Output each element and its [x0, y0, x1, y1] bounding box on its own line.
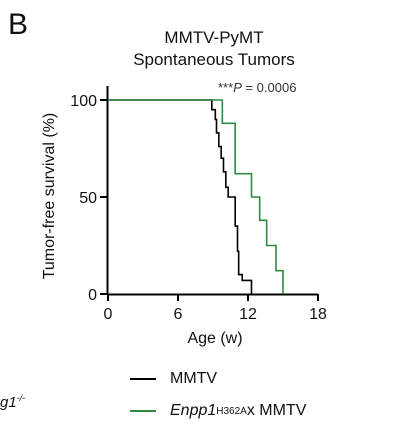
- y-tick-label-50: 50: [79, 190, 97, 207]
- x-tick-label-18: 18: [309, 306, 327, 323]
- x-tick-label-12: 12: [239, 306, 257, 323]
- series-line-mmtv: [108, 99, 253, 294]
- p-symbol: P: [233, 80, 242, 95]
- p-value-text: = 0.0006: [241, 80, 297, 95]
- legend-label-enpp1-gene: Enpp1: [170, 402, 217, 419]
- y-tick-label-0: 0: [88, 287, 97, 304]
- x-tick-label-0: 0: [104, 306, 113, 323]
- y-tick-label-100: 100: [70, 93, 97, 110]
- legend-label-enpp1-allele: H362A: [216, 405, 247, 417]
- legend-label-enpp1-rest: x MMTV: [246, 402, 307, 419]
- chart-title-line-1: MMTV-PyMT: [164, 28, 264, 47]
- legend-swatch-mmtv: [130, 378, 156, 380]
- legend-item-enpp1: Enpp1 H362A x MMTV: [130, 400, 306, 422]
- x-tick-label-6: 6: [174, 306, 183, 323]
- chart-title-line-2: Spontaneous Tumors: [133, 50, 295, 69]
- series-line-enpp1: [108, 99, 284, 294]
- panel-letter: B: [8, 8, 29, 41]
- cropped-legend-sup: -/-: [16, 393, 26, 403]
- legend-label-mmtv: MMTV: [170, 370, 218, 387]
- x-axis-label: Age (w): [187, 330, 243, 347]
- legend-swatch-enpp1: [130, 410, 156, 412]
- cropped-legend-fragment: g1-/-: [0, 393, 25, 411]
- legend-item-mmtv: MMTV: [130, 368, 217, 390]
- p-value-annotation: ***P = 0.0006: [218, 80, 296, 95]
- significance-stars: ***: [218, 80, 234, 95]
- cropped-legend-text: g1: [0, 394, 17, 411]
